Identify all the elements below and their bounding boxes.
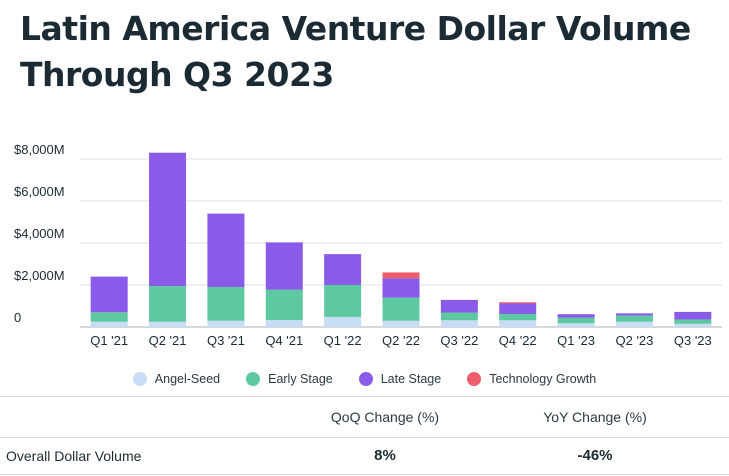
bar-segment-late-stage xyxy=(440,299,478,313)
bar-segment-early-stage xyxy=(149,286,187,322)
bar-segment-angel-seed xyxy=(149,321,187,327)
bar-segment-early-stage xyxy=(499,313,537,321)
legend-label-late-stage: Late Stage xyxy=(380,372,442,386)
x-tick-label: Q1 '21 xyxy=(90,333,128,348)
bar-segment-late-stage xyxy=(615,313,653,316)
legend-swatch-angel-seed xyxy=(132,372,147,386)
legend-swatch-early-stage xyxy=(246,372,261,386)
chart-legend: Angel-Seed Early Stage Late Stage Techno… xyxy=(0,372,729,386)
legend-item-technology-growth: Technology Growth xyxy=(467,372,596,386)
bar-segment-late-stage xyxy=(207,213,245,288)
table-header-qoq: QoQ Change (%) xyxy=(330,409,440,425)
x-tick-label: Q4 '22 xyxy=(499,333,537,348)
bar-segment-angel-seed xyxy=(499,320,537,327)
bar-segment-late-stage xyxy=(149,152,187,287)
table-header-row: QoQ Change (%) YoY Change (%) xyxy=(0,396,729,438)
bar-segment-early-stage xyxy=(440,312,478,321)
bar-segment-angel-seed xyxy=(324,316,362,327)
y-tick-label: 0 xyxy=(14,310,21,325)
bar-segment-early-stage xyxy=(615,315,653,322)
yoy-value: -46% xyxy=(577,447,613,464)
bar-segment-angel-seed xyxy=(382,320,420,327)
chart-title: Latin America Venture Dollar Volume Thro… xyxy=(20,9,691,94)
bar-segment-early-stage xyxy=(324,285,362,317)
x-tick-label: Q1 '22 xyxy=(324,333,362,348)
table-row-label: Overall Dollar Volume xyxy=(6,448,142,464)
bar-segment-early-stage xyxy=(382,297,420,321)
x-tick-label: Q3 '21 xyxy=(207,333,245,348)
bar-segment-late-stage xyxy=(674,311,712,320)
legend-label-early-stage: Early Stage xyxy=(268,372,333,386)
bar-segment-early-stage xyxy=(265,289,303,321)
bar-segment-late-stage xyxy=(265,242,303,290)
bar-segment-late-stage xyxy=(90,276,128,313)
legend-item-angel-seed: Angel-Seed xyxy=(132,372,221,386)
legend-label-angel-seed: Angel-Seed xyxy=(154,372,221,386)
bar-segment-late-stage xyxy=(382,278,420,298)
bar-segment-angel-seed xyxy=(90,321,128,327)
bar-segment-early-stage xyxy=(207,287,245,321)
bar-segment-early-stage xyxy=(90,312,128,322)
legend-item-early-stage: Early Stage xyxy=(246,372,333,386)
y-tick-label: $6,000M xyxy=(14,184,65,199)
x-tick-label: Q3 '23 xyxy=(674,333,712,348)
change-table: QoQ Change (%) YoY Change (%) Overall Do… xyxy=(0,396,729,475)
bar-segment-angel-seed xyxy=(674,323,712,327)
bar-segment-angel-seed xyxy=(615,321,653,327)
stacked-bar-chart: 0 $2,000M $4,000M $6,000M $8,000M Q1 '21 Q2 '2… xyxy=(14,142,722,348)
bar-segment-angel-seed xyxy=(557,323,595,327)
y-tick-label: $8,000M xyxy=(14,142,65,157)
x-tick-label: Q4 '21 xyxy=(265,333,303,348)
x-tick-label: Q2 '22 xyxy=(382,333,420,348)
table-header-yoy: YoY Change (%) xyxy=(543,409,647,425)
bar-segment-angel-seed xyxy=(440,320,478,327)
legend-swatch-technology-growth xyxy=(467,372,482,386)
bar-segment-late-stage xyxy=(324,254,362,285)
y-tick-label: $4,000M xyxy=(14,226,65,241)
x-tick-label: Q2 '21 xyxy=(149,333,187,348)
bar-segment-angel-seed xyxy=(265,320,303,327)
y-tick-label: $2,000M xyxy=(14,268,65,283)
legend-item-late-stage: Late Stage xyxy=(358,372,442,386)
legend-swatch-late-stage xyxy=(358,372,373,386)
legend-label-technology-growth: Technology Growth xyxy=(489,372,597,386)
table-row: Overall Dollar Volume 8% -46% xyxy=(0,438,729,475)
bar-segment-early-stage xyxy=(557,317,595,324)
bar-segment-technology-growth xyxy=(382,272,420,279)
qoq-value: 8% xyxy=(374,447,396,464)
x-tick-label: Q1 '23 xyxy=(557,333,595,348)
bar-segment-late-stage xyxy=(499,303,537,314)
x-tick-label: Q3 '22 xyxy=(440,333,478,348)
bar-segment-late-stage xyxy=(557,314,595,318)
bar-segment-angel-seed xyxy=(207,320,245,327)
bar-segment-technology-growth xyxy=(499,302,537,304)
x-tick-label: Q2 '23 xyxy=(616,333,654,348)
bar-segment-early-stage xyxy=(674,319,712,324)
